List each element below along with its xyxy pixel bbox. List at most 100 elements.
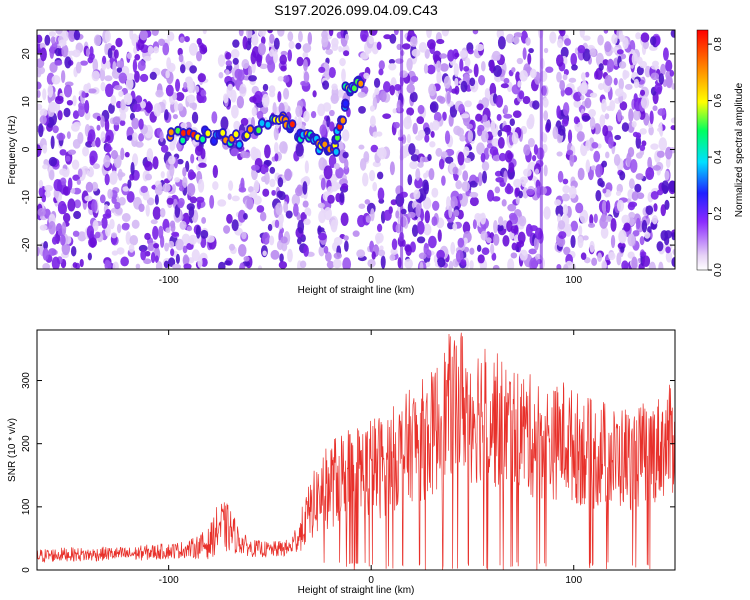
heatmap-cell xyxy=(303,244,309,257)
heatmap-cell xyxy=(393,121,400,129)
heatmap-cell xyxy=(639,235,645,246)
heatmap-cell xyxy=(206,235,215,243)
heatmap-cell xyxy=(450,241,456,255)
heatmap-cell xyxy=(112,61,117,74)
heatmap-cell xyxy=(79,258,84,268)
heatmap-cell xyxy=(116,223,122,234)
heatmap-cell xyxy=(322,141,328,148)
heatmap-cell xyxy=(247,126,253,133)
heatmap-cell xyxy=(44,34,51,46)
heatmap-cell xyxy=(231,219,239,232)
heatmap-cell xyxy=(189,196,198,204)
heatmap-cell xyxy=(195,225,201,239)
heatmap-cell xyxy=(517,80,522,88)
heatmap-cell xyxy=(99,67,106,82)
heatmap-cell xyxy=(327,194,335,204)
heatmap-cell xyxy=(505,33,515,44)
heatmap-cell xyxy=(247,186,254,193)
top-x-axis: -100 0 100 xyxy=(159,30,583,286)
heatmap-cell xyxy=(178,185,185,192)
heatmap-cell xyxy=(41,194,47,203)
heatmap-cell xyxy=(335,167,344,179)
heatmap-cell xyxy=(183,255,190,264)
heatmap-cell xyxy=(436,39,445,45)
heatmap-cell xyxy=(186,94,196,104)
heatmap-cell xyxy=(613,77,618,86)
heatmap-cell xyxy=(105,143,112,153)
heatmap-cell xyxy=(144,232,151,241)
heatmap-cell xyxy=(199,44,208,55)
heatmap-cell xyxy=(134,54,141,61)
heatmap-cell xyxy=(624,83,633,90)
heatmap-cell xyxy=(218,71,224,79)
heatmap-cell xyxy=(100,115,105,128)
heatmap-cell xyxy=(91,181,99,192)
heatmap-cell xyxy=(318,232,327,241)
heatmap-cell xyxy=(123,93,133,106)
bottom-y-axis: 0 100 200 300 xyxy=(21,372,675,573)
heatmap-cell xyxy=(658,137,668,151)
heatmap-cell xyxy=(424,48,430,59)
heatmap-cell xyxy=(436,70,442,84)
heatmap-cell xyxy=(228,243,236,251)
heatmap-cell xyxy=(225,51,232,60)
heatmap-cell xyxy=(162,42,170,56)
heatmap-cell xyxy=(670,125,675,131)
heatmap-cell xyxy=(64,56,72,69)
heatmap-cell xyxy=(469,77,476,87)
heatmap-cell xyxy=(342,257,352,269)
heatmap-cell xyxy=(441,175,446,186)
heatmap-cell xyxy=(67,50,76,56)
heatmap-cell xyxy=(669,69,675,77)
heatmap-cell xyxy=(486,189,495,202)
heatmap-cell xyxy=(278,213,284,225)
top-y-tick-label: -20 xyxy=(21,237,32,252)
heatmap-cell xyxy=(435,147,443,157)
heatmap-cell xyxy=(87,88,97,94)
heatmap-cell xyxy=(522,47,527,60)
heatmap-cell xyxy=(60,70,66,83)
colorbar: 0.0 0.2 0.4 0.6 0.8 Normalized spectral ampl… xyxy=(696,29,745,277)
heatmap-cell xyxy=(444,130,451,145)
heatmap-cell xyxy=(648,261,656,269)
heatmap-cell xyxy=(150,219,158,225)
heatmap-cell xyxy=(236,95,245,109)
heatmap-cell xyxy=(281,241,288,252)
heatmap-cell xyxy=(272,51,278,64)
heatmap-cell xyxy=(665,250,673,263)
heatmap-cell xyxy=(61,221,67,236)
heatmap-cell xyxy=(87,56,94,64)
heatmap-cell xyxy=(441,151,448,158)
heatmap-cell xyxy=(497,129,503,137)
heatmap-cell xyxy=(609,99,616,112)
heatmap-cell xyxy=(172,263,182,269)
heatmap-cell xyxy=(602,188,607,194)
heatmap-cell xyxy=(273,37,280,50)
heatmap-cell xyxy=(503,170,508,184)
heatmap-cell xyxy=(639,128,647,135)
heatmap-cell xyxy=(376,171,384,180)
heatmap-cell xyxy=(493,64,502,77)
heatmap-cell xyxy=(72,230,80,237)
heatmap-cell xyxy=(331,37,339,47)
top-y-axis: 20 10 0 -10 -20 xyxy=(21,48,675,252)
heatmap-cell xyxy=(407,174,413,186)
heatmap-cell xyxy=(621,122,630,132)
heatmap-cell xyxy=(126,52,132,59)
heatmap-cell xyxy=(264,144,271,159)
heatmap-cell xyxy=(428,83,437,97)
heatmap-cell xyxy=(43,159,49,166)
heatmap-cell xyxy=(72,49,81,58)
heatmap-cell xyxy=(599,114,606,127)
top-y-tick-label: -10 xyxy=(21,190,32,205)
heatmap-cell xyxy=(269,90,276,98)
heatmap-cell xyxy=(518,215,527,227)
heatmap-cell xyxy=(513,178,522,188)
heatmap-cell xyxy=(518,190,523,199)
heatmap-cell xyxy=(72,110,80,119)
heatmap-cell xyxy=(519,249,528,261)
heatmap-cell xyxy=(86,170,94,177)
heatmap-cell xyxy=(405,244,412,256)
heatmap-cell xyxy=(668,180,675,193)
heatmap-cell xyxy=(640,32,650,43)
